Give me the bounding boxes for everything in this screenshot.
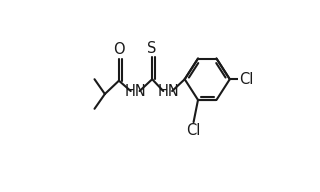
Text: HN: HN <box>125 84 147 98</box>
Text: O: O <box>113 42 125 57</box>
Text: S: S <box>148 41 157 55</box>
Text: Cl: Cl <box>186 123 201 138</box>
Text: Cl: Cl <box>239 72 253 87</box>
Text: HN: HN <box>157 84 179 98</box>
